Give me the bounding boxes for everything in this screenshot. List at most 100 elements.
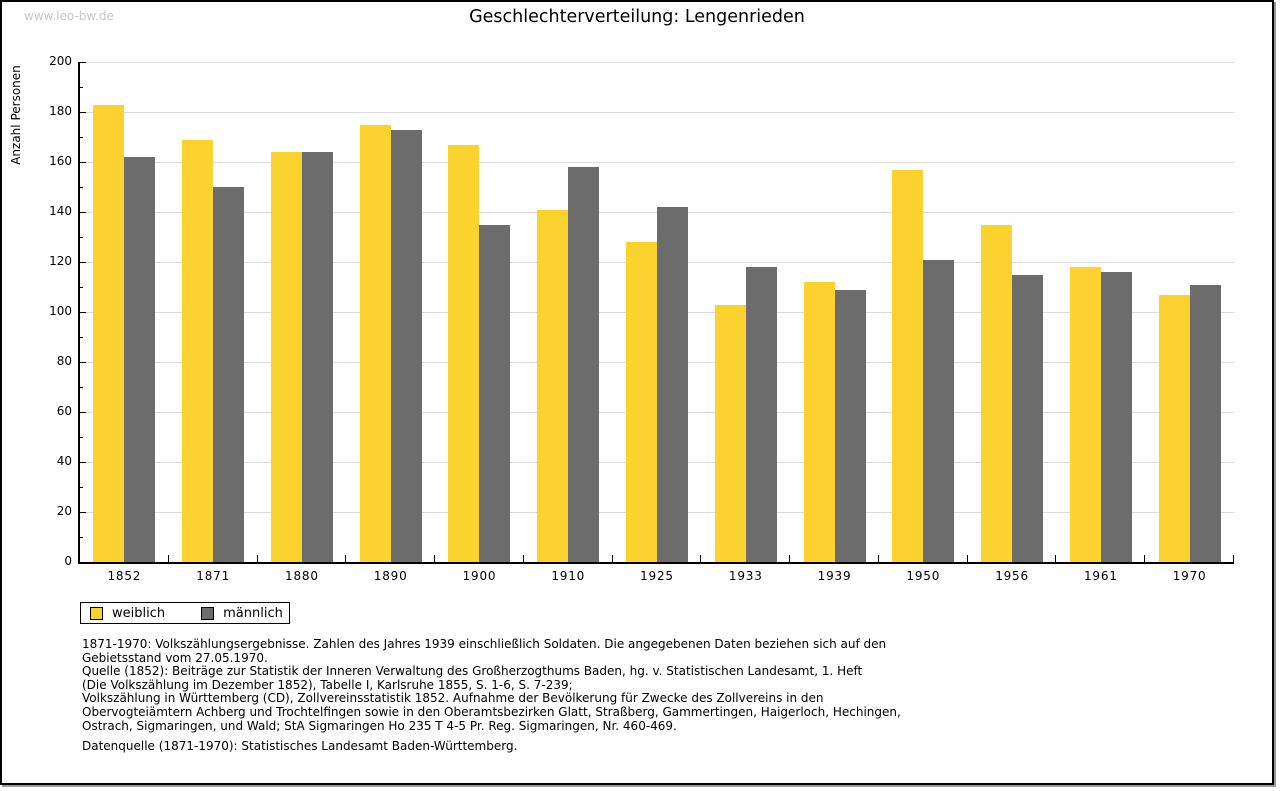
bar-weiblich-1939: [803, 282, 835, 562]
y-axis-tick: [80, 112, 86, 113]
y-tick-label: 40: [56, 454, 72, 468]
watermark: www.leo-bw.de: [24, 9, 114, 23]
bar-weiblich-1956: [981, 224, 1013, 562]
x-axis-tick: [345, 555, 346, 562]
footnote-block: 1871-1970: Volkszählungsergebnisse. Zahl…: [82, 637, 901, 733]
bar-männlich-1925: [657, 207, 688, 562]
footnote-line: Gebietsstand vom 27.05.1970.: [82, 650, 268, 665]
footnote-line: Volkszählung in Württemberg (CD), Zollve…: [82, 691, 824, 706]
y-tick-label: 20: [56, 504, 72, 518]
footnote-line: (Die Volkszählung im Dezember 1852), Tab…: [82, 677, 573, 692]
bar-weiblich-1871: [182, 139, 214, 562]
x-tick-label: 1890: [373, 569, 408, 583]
gridline: [80, 162, 1234, 163]
y-axis-tick: [80, 512, 86, 513]
y-tick-label: 160: [49, 154, 72, 168]
bar-weiblich-1890: [359, 124, 391, 562]
bar-weiblich-1880: [270, 152, 302, 562]
y-axis-tick: [80, 237, 83, 238]
bar-weiblich-1961: [1069, 267, 1101, 562]
y-axis-tick: [80, 487, 83, 488]
legend-label-weiblich: weiblich: [112, 605, 166, 621]
y-tick-label: 0: [64, 554, 72, 568]
y-axis-tick: [80, 162, 86, 163]
y-axis-tick: [80, 537, 83, 538]
y-axis-tick: [80, 87, 83, 88]
x-tick-label: 1910: [551, 569, 586, 583]
footnote-line: 1871-1970: Volkszählungsergebnisse. Zahl…: [82, 637, 887, 651]
bar-weiblich-1910: [537, 209, 569, 562]
x-tick-label: 1925: [640, 569, 674, 583]
x-tick-label: 1956: [995, 569, 1029, 583]
legend: weiblich männlich: [80, 602, 290, 624]
x-axis-tick: [967, 555, 968, 562]
y-axis-tick: [80, 287, 83, 288]
x-axis-tick: [434, 555, 435, 562]
gridline: [80, 62, 1234, 63]
x-axis-tick: [878, 555, 879, 562]
y-axis-tick: [80, 187, 83, 188]
y-tick-label: 100: [49, 304, 72, 318]
x-tick-label: 1852: [107, 569, 142, 583]
bar-männlich-1852: [124, 157, 156, 562]
bar-männlich-1880: [301, 152, 333, 562]
bar-weiblich-1970: [1158, 294, 1190, 562]
y-tick-label: 120: [49, 254, 72, 268]
chart-title: Geschlechterverteilung: Lengenrieden: [469, 7, 805, 27]
y-axis-tick: [80, 337, 83, 338]
x-tick-label: 1961: [1083, 569, 1118, 583]
plot-area: [78, 62, 1234, 564]
bar-weiblich-1950: [892, 169, 924, 562]
bar-weiblich-1852: [93, 104, 125, 562]
y-axis-tick: [80, 412, 86, 413]
bar-männlich-1890: [390, 129, 422, 562]
bar-männlich-1950: [923, 259, 955, 562]
legend-item-weiblich: weiblich: [90, 606, 165, 621]
gridline: [80, 112, 1234, 113]
y-axis-tick: [80, 312, 86, 313]
x-tick-label: 1871: [196, 569, 231, 583]
y-tick-label: 200: [49, 54, 72, 68]
bar-männlich-1910: [568, 167, 600, 562]
bar-männlich-1961: [1100, 272, 1132, 562]
x-axis-tick: [612, 555, 613, 562]
bar-weiblich-1933: [714, 304, 746, 562]
x-axis-tick: [257, 555, 258, 562]
footnote-line: Obervogteiämtern Achberg und Trochtelfin…: [82, 704, 901, 719]
y-axis-tick: [80, 262, 86, 263]
x-axis-tick: [1144, 555, 1145, 562]
bar-männlich-1871: [213, 187, 245, 562]
x-tick-label: 1880: [285, 569, 319, 583]
y-axis-tick: [80, 362, 86, 363]
y-axis-tick: [80, 462, 86, 463]
legend-label-maennlich: männlich: [223, 605, 283, 621]
bar-weiblich-1925: [626, 242, 657, 562]
x-axis-tick: [1055, 555, 1056, 562]
y-axis-tick: [80, 62, 86, 63]
bar-männlich-1939: [834, 289, 866, 562]
x-axis-tick: [168, 555, 169, 562]
footnote-line: Ostrach, Sigmaringen, und Wald; StA Sigm…: [82, 718, 677, 733]
x-tick-label: 1950: [906, 569, 941, 583]
bar-männlich-1900: [479, 224, 511, 562]
bar-weiblich-1900: [448, 144, 480, 562]
maennlich-color-swatch: [201, 606, 215, 620]
y-tick-label: 60: [56, 404, 72, 418]
footnote-line: Quelle (1852): Beiträge zur Statistik de…: [82, 664, 863, 679]
x-axis-tick: [1233, 555, 1234, 562]
weiblich-color-swatch: [90, 606, 103, 620]
legend-item-maennlich: männlich: [201, 606, 283, 621]
bar-männlich-1933: [745, 267, 777, 562]
x-axis-tick: [523, 555, 524, 562]
datasource-line: Datenquelle (1871-1970): Statistisches L…: [82, 739, 518, 753]
x-axis-tick: [700, 555, 701, 562]
x-tick-label: 1933: [728, 569, 763, 583]
x-tick-label: 1900: [462, 569, 497, 583]
bar-männlich-1956: [1012, 274, 1044, 562]
x-tick-label: 1939: [817, 569, 852, 583]
y-axis-tick: [80, 137, 83, 138]
y-tick-label: 80: [56, 354, 72, 368]
y-tick-label: 140: [49, 204, 72, 218]
y-axis-tick: [80, 387, 83, 388]
